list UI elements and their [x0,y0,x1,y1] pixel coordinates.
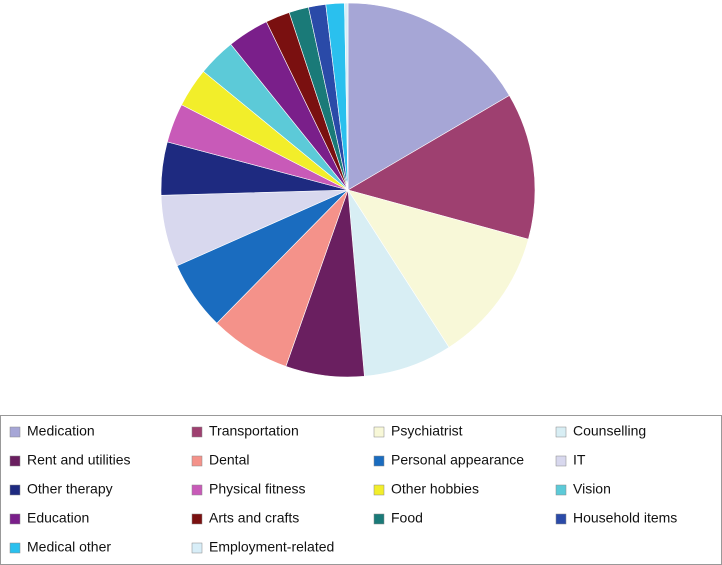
legend-swatch [191,513,203,525]
legend-label: Arts and crafts [209,510,299,526]
legend-swatch [373,426,385,438]
legend-swatch [373,513,385,525]
legend-swatch [191,484,203,496]
legend-swatch [9,513,21,525]
legend-label: IT [573,452,586,468]
legend-label: Household items [573,510,677,526]
legend-label: Medication [27,423,95,439]
legend-swatch [555,455,567,467]
legend-swatch [191,455,203,467]
legend-label: Physical fitness [209,481,305,497]
legend-swatch [373,455,385,467]
legend-label: Dental [209,452,249,468]
legend-label: Medical other [27,539,111,555]
pie-slice [347,95,536,240]
legend-label: Other therapy [27,481,113,497]
legend-swatch [191,426,203,438]
legend-label: Education [27,510,89,526]
legend-label: Personal appearance [391,452,524,468]
legend-label: Rent and utilities [27,452,131,468]
legend-swatch [555,513,567,525]
legend-swatch [555,426,567,438]
pie-slice [347,189,529,348]
legend-swatch [373,484,385,496]
legend-label: Food [391,510,423,526]
legend-swatch [555,484,567,496]
legend-swatch [191,542,203,554]
legend-label: Counselling [573,423,646,439]
legend-label: Vision [573,481,611,497]
legend-swatch [9,484,21,496]
legend-swatch [9,455,21,467]
pie-slice [344,2,349,191]
legend-label: Psychiatrist [391,423,463,439]
legend-label: Transportation [209,423,299,439]
legend-label: Other hobbies [391,481,479,497]
legend-label: Employment-related [209,539,334,555]
pie-slice [347,2,510,191]
legend-swatch [9,426,21,438]
legend-swatch [9,542,21,554]
